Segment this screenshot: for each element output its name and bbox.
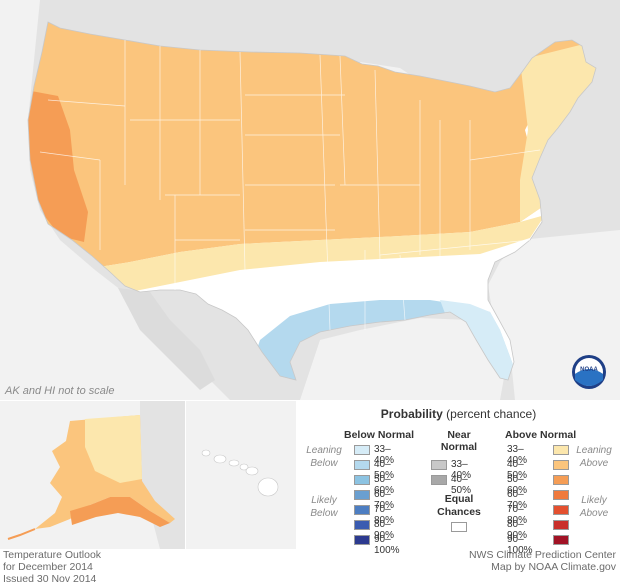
below-bin-swatch [354, 490, 370, 500]
likely-below-label-line2: Below [310, 508, 338, 519]
above-bin-swatch [553, 520, 569, 530]
above-bin-label: 50–60% [507, 474, 528, 496]
below-bin-label: 80–90% [374, 519, 395, 541]
below-bin-label: 50–60% [374, 474, 395, 496]
issue-date: Issued 30 Nov 2014 [3, 573, 97, 585]
pacific-ocean [0, 0, 230, 400]
near-bin-label: 40–50% [451, 474, 472, 496]
likely-above-label-line1: Likely [581, 495, 607, 506]
near-bin-label: 33–40% [451, 459, 472, 481]
legend-title: Probability (percent chance) [297, 407, 620, 421]
gulf-of-mexico [300, 318, 505, 400]
above-normal-33-40-south [28, 215, 545, 300]
hawaii-inset-ocean [186, 401, 296, 549]
scale-note: AK and HI not to scale [5, 385, 115, 397]
below-normal-heading: Below Normal [344, 429, 415, 441]
above-bin-swatch [553, 475, 569, 485]
state-borders [39, 40, 541, 331]
legend-title-main: Probability [380, 407, 443, 421]
noaa-logo: NOAA [572, 355, 606, 389]
above-normal-heading: Above Normal [505, 429, 577, 441]
likely-below-label-line1: Likely [311, 495, 337, 506]
below-bin-label: 70–80% [374, 504, 395, 526]
credit-climate-gov: Map by NOAA Climate.gov [491, 561, 616, 573]
above-bin-label: 33–40% [507, 444, 528, 466]
below-bin-swatch [354, 460, 370, 470]
near-bin-swatch [431, 460, 447, 470]
likely-above-label-line2: Above [579, 508, 609, 519]
above-bin-label: 40–50% [507, 459, 528, 481]
above-bin-label: 90–100% [507, 534, 533, 556]
legend-title-suffix: (percent chance) [442, 407, 537, 421]
equal-chances-heading-line2: Chances [437, 506, 481, 518]
above-bin-label: 70–80% [507, 504, 528, 526]
below-bin-swatch [354, 535, 370, 545]
above-normal-50-60-california [28, 90, 88, 242]
above-bin-swatch [553, 505, 569, 515]
near-bin-swatch [431, 475, 447, 485]
baja-california [118, 288, 215, 390]
noaa-logo-text: NOAA [580, 367, 598, 373]
above-bin-swatch [553, 490, 569, 500]
alaska-south-50-60 [70, 497, 170, 527]
leaning-above-label-line1: Leaning [576, 445, 612, 456]
outlook-title: Temperature Outlook [3, 549, 102, 561]
below-bin-swatch [354, 445, 370, 455]
near-normal-heading-line1: Near [447, 429, 471, 441]
footer-right: NWS Climate Prediction Center Map by NOA… [469, 549, 616, 573]
credit-cpc: NWS Climate Prediction Center [468, 549, 616, 561]
leaning-above-label-line2: Above [579, 458, 609, 469]
below-bin-swatch [354, 520, 370, 530]
above-bin-swatch [553, 535, 569, 545]
footer-left: Temperature Outlook for December 2014 Is… [3, 549, 101, 585]
below-bin-label: 33–40% [374, 444, 395, 466]
outlook-period: for December 2014 [3, 561, 93, 573]
leaning-below-label-line1: Leaning [306, 445, 342, 456]
below-bin-label: 90–100% [374, 534, 400, 556]
legend: Probability (percent chance) Below Norma… [297, 401, 620, 556]
equal-chances-swatch [451, 522, 467, 532]
hawaii-inset [186, 401, 296, 549]
aleutian-islands [7, 528, 36, 540]
equal-chances-heading-line1: Equal [444, 493, 474, 505]
below-bin-swatch [354, 475, 370, 485]
above-bin-swatch [553, 460, 569, 470]
hawaii-islands [201, 449, 279, 497]
conus-map: NOAA [0, 0, 620, 400]
alaska-north-33-40 [85, 415, 142, 483]
above-bin-swatch [553, 445, 569, 455]
above-bin-label: 80–90% [507, 519, 528, 541]
leaning-below-label-line2: Below [310, 458, 338, 469]
below-bin-swatch [354, 505, 370, 515]
alaska-inset [0, 401, 185, 549]
above-bin-label: 60–70% [507, 489, 528, 511]
below-bin-label: 60–70% [374, 489, 395, 511]
below-bin-label: 40–50% [374, 459, 395, 481]
near-normal-heading-line2: Normal [440, 441, 478, 453]
